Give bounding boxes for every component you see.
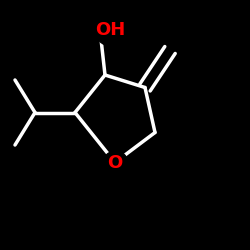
Text: OH: OH <box>95 21 125 39</box>
Text: O: O <box>108 154 122 172</box>
